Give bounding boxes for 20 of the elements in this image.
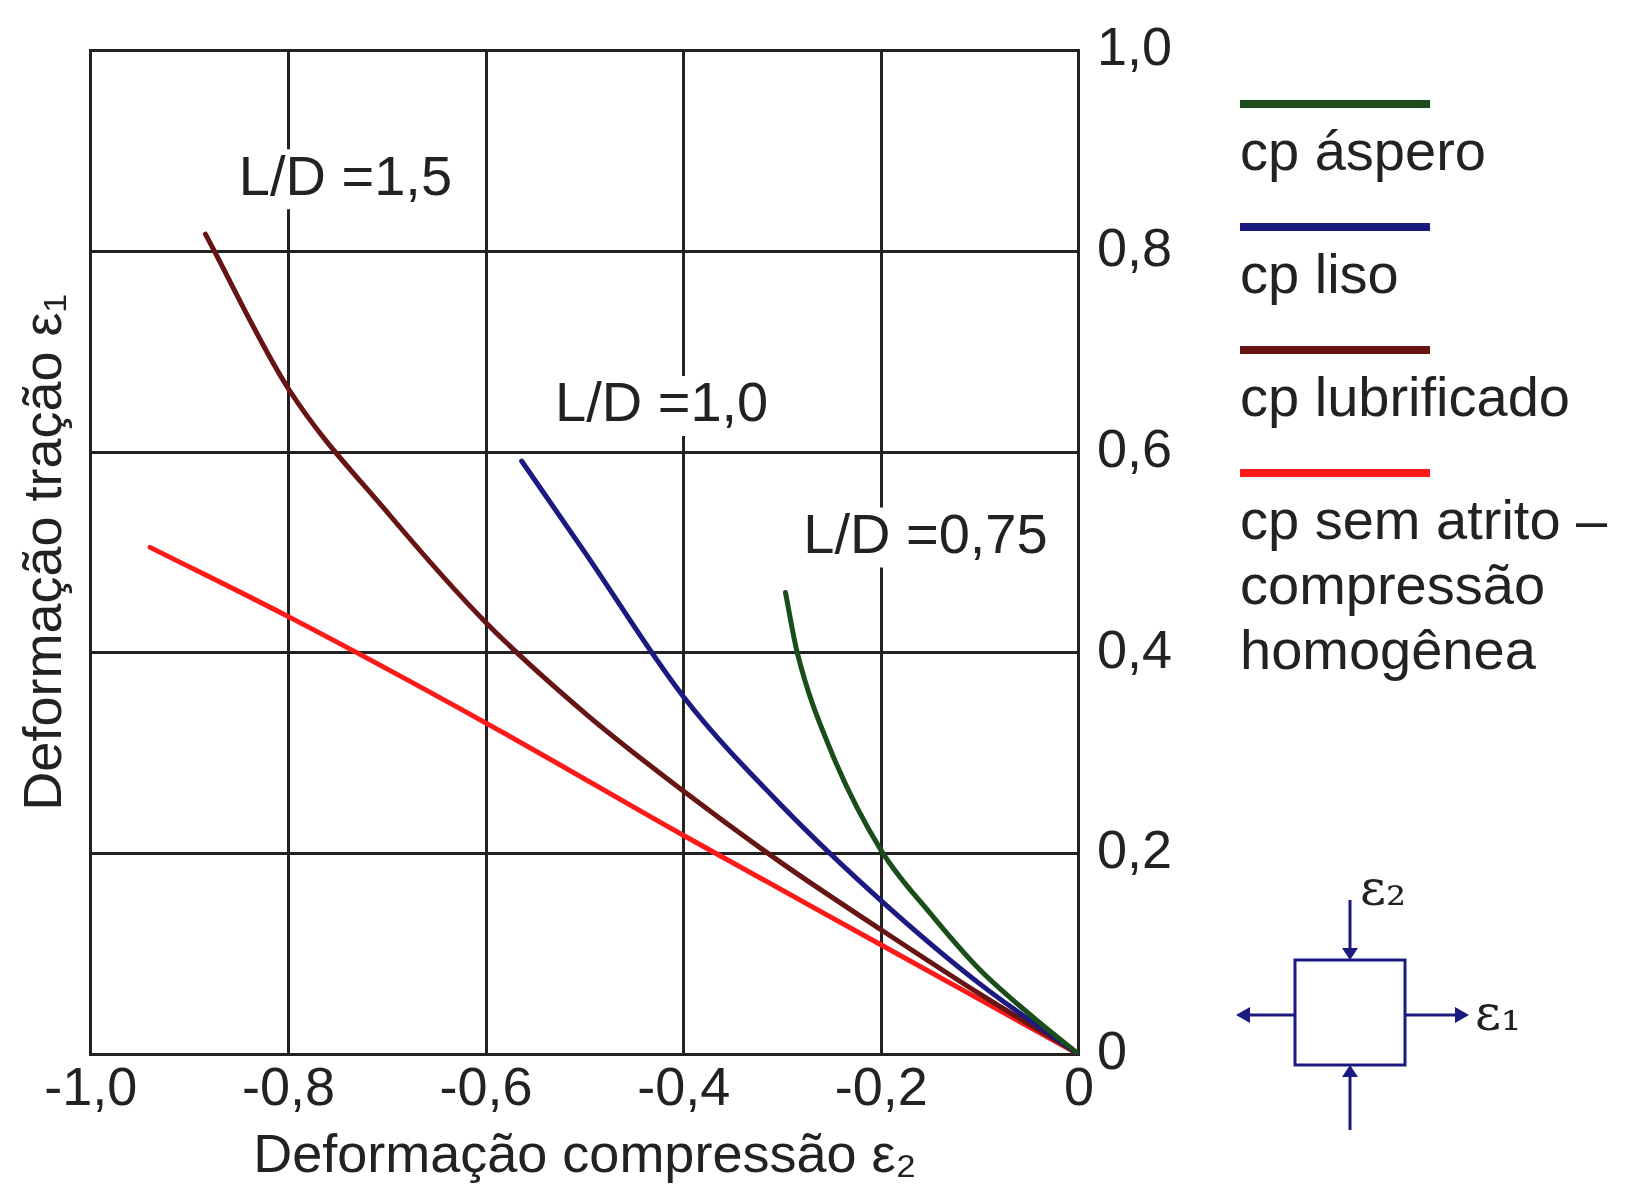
y-tick-label: 1,0 [1096,16,1173,77]
y-tick-label: 0,6 [1096,417,1173,478]
y-tick-label: 0,2 [1096,819,1173,880]
x-tick-label: -0,4 [637,1055,731,1116]
x-tick-label: -0,8 [241,1055,335,1116]
annotation: L/D =1,0 [554,370,769,434]
annotation: L/D =1,5 [238,143,453,207]
y-tick-label: 0,8 [1096,217,1173,278]
legend-label: cp lubrificado [1240,364,1571,429]
legend-label: cp liso [1240,241,1400,306]
x-tick-label: -1,0 [44,1055,138,1116]
legend-label: cp áspero [1240,118,1487,183]
legend-label: cp sem atrito – compressão homogênea [1240,487,1609,682]
x-tick-label: -0,2 [834,1055,928,1116]
x-axis-title: Deformação compressão ε₂ [253,1123,917,1184]
x-tick-label: -0,6 [439,1055,533,1116]
y-tick-label: 0,4 [1096,618,1173,679]
y-axis-title: Deformação tração ε₁ [12,294,73,811]
square-arrows-diagram: ε₂ ε₁ [1225,860,1545,1140]
annotation: L/D =0,75 [803,502,1048,565]
